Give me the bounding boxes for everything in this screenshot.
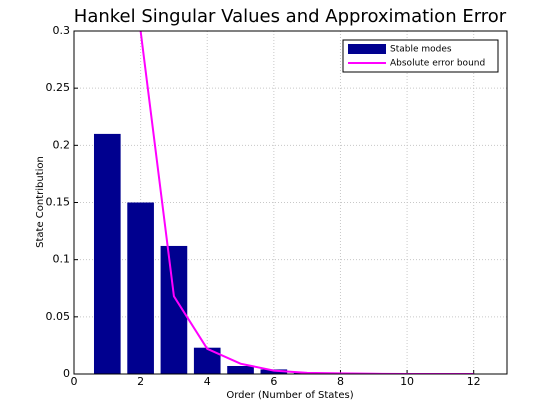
bar <box>127 202 154 374</box>
y-tick-label: 0.15 <box>46 196 71 209</box>
legend-swatch <box>348 44 386 54</box>
legend-label: Stable modes <box>390 45 452 55</box>
x-tick-label: 0 <box>71 375 78 388</box>
bar <box>260 369 288 374</box>
x-tick-label: 10 <box>400 375 414 388</box>
bar <box>227 365 254 374</box>
bar <box>93 133 121 374</box>
x-tick-label: 12 <box>467 375 481 388</box>
y-tick-label: 0.1 <box>53 253 71 266</box>
y-tick-label: 0.2 <box>53 138 71 151</box>
y-tick-label: 0.05 <box>46 310 71 323</box>
x-tick-label: 2 <box>137 375 144 388</box>
legend-label: Absolute error bound <box>390 59 485 69</box>
chart-title: Hankel Singular Values and Approximation… <box>74 6 507 27</box>
x-tick-label: 6 <box>270 375 277 388</box>
line <box>139 31 474 374</box>
x-tick-label: 8 <box>337 375 344 388</box>
y-axis-label: State Contribution <box>35 156 46 248</box>
bar <box>193 347 221 374</box>
x-axis-label: Order (Number of States) <box>226 390 353 401</box>
y-tick-label: 0.3 <box>53 24 71 37</box>
x-tick-label: 4 <box>204 375 211 388</box>
axes-box <box>73 30 508 375</box>
plot-content <box>93 31 474 374</box>
y-tick-label: 0 <box>63 367 70 380</box>
y-tick-label: 0.25 <box>46 81 71 94</box>
